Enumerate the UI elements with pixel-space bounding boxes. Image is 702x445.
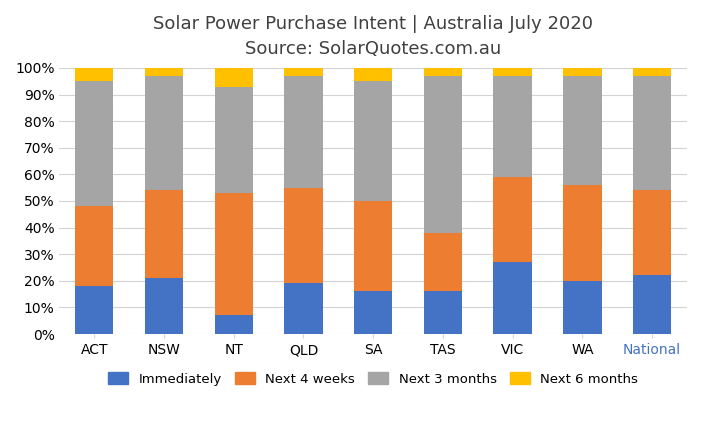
Bar — [494, 262, 532, 334]
Bar — [633, 190, 671, 275]
Bar — [563, 185, 602, 281]
Bar — [215, 68, 253, 86]
Bar — [424, 68, 462, 76]
Bar — [215, 193, 253, 316]
Bar — [494, 68, 532, 76]
Bar — [354, 81, 392, 201]
Bar — [215, 86, 253, 193]
Legend: Immediately, Next 4 weeks, Next 3 months, Next 6 months: Immediately, Next 4 weeks, Next 3 months… — [103, 367, 643, 391]
Bar — [145, 76, 183, 190]
Bar — [494, 177, 532, 262]
Bar — [145, 278, 183, 334]
Bar — [633, 76, 671, 190]
Bar — [284, 68, 323, 76]
Bar — [633, 68, 671, 76]
Bar — [145, 190, 183, 278]
Bar — [633, 275, 671, 334]
Bar — [354, 201, 392, 291]
Bar — [75, 68, 114, 81]
Bar — [424, 291, 462, 334]
Bar — [75, 206, 114, 286]
Bar — [563, 76, 602, 185]
Bar — [75, 286, 114, 334]
Bar — [215, 316, 253, 334]
Bar — [563, 68, 602, 76]
Bar — [424, 76, 462, 233]
Bar — [563, 281, 602, 334]
Bar — [354, 291, 392, 334]
Bar — [424, 233, 462, 291]
Bar — [284, 188, 323, 283]
Bar — [494, 76, 532, 177]
Title: Solar Power Purchase Intent | Australia July 2020
Source: SolarQuotes.com.au: Solar Power Purchase Intent | Australia … — [153, 15, 593, 58]
Bar — [284, 76, 323, 188]
Bar — [75, 81, 114, 206]
Bar — [284, 283, 323, 334]
Bar — [145, 68, 183, 76]
Bar — [354, 68, 392, 81]
